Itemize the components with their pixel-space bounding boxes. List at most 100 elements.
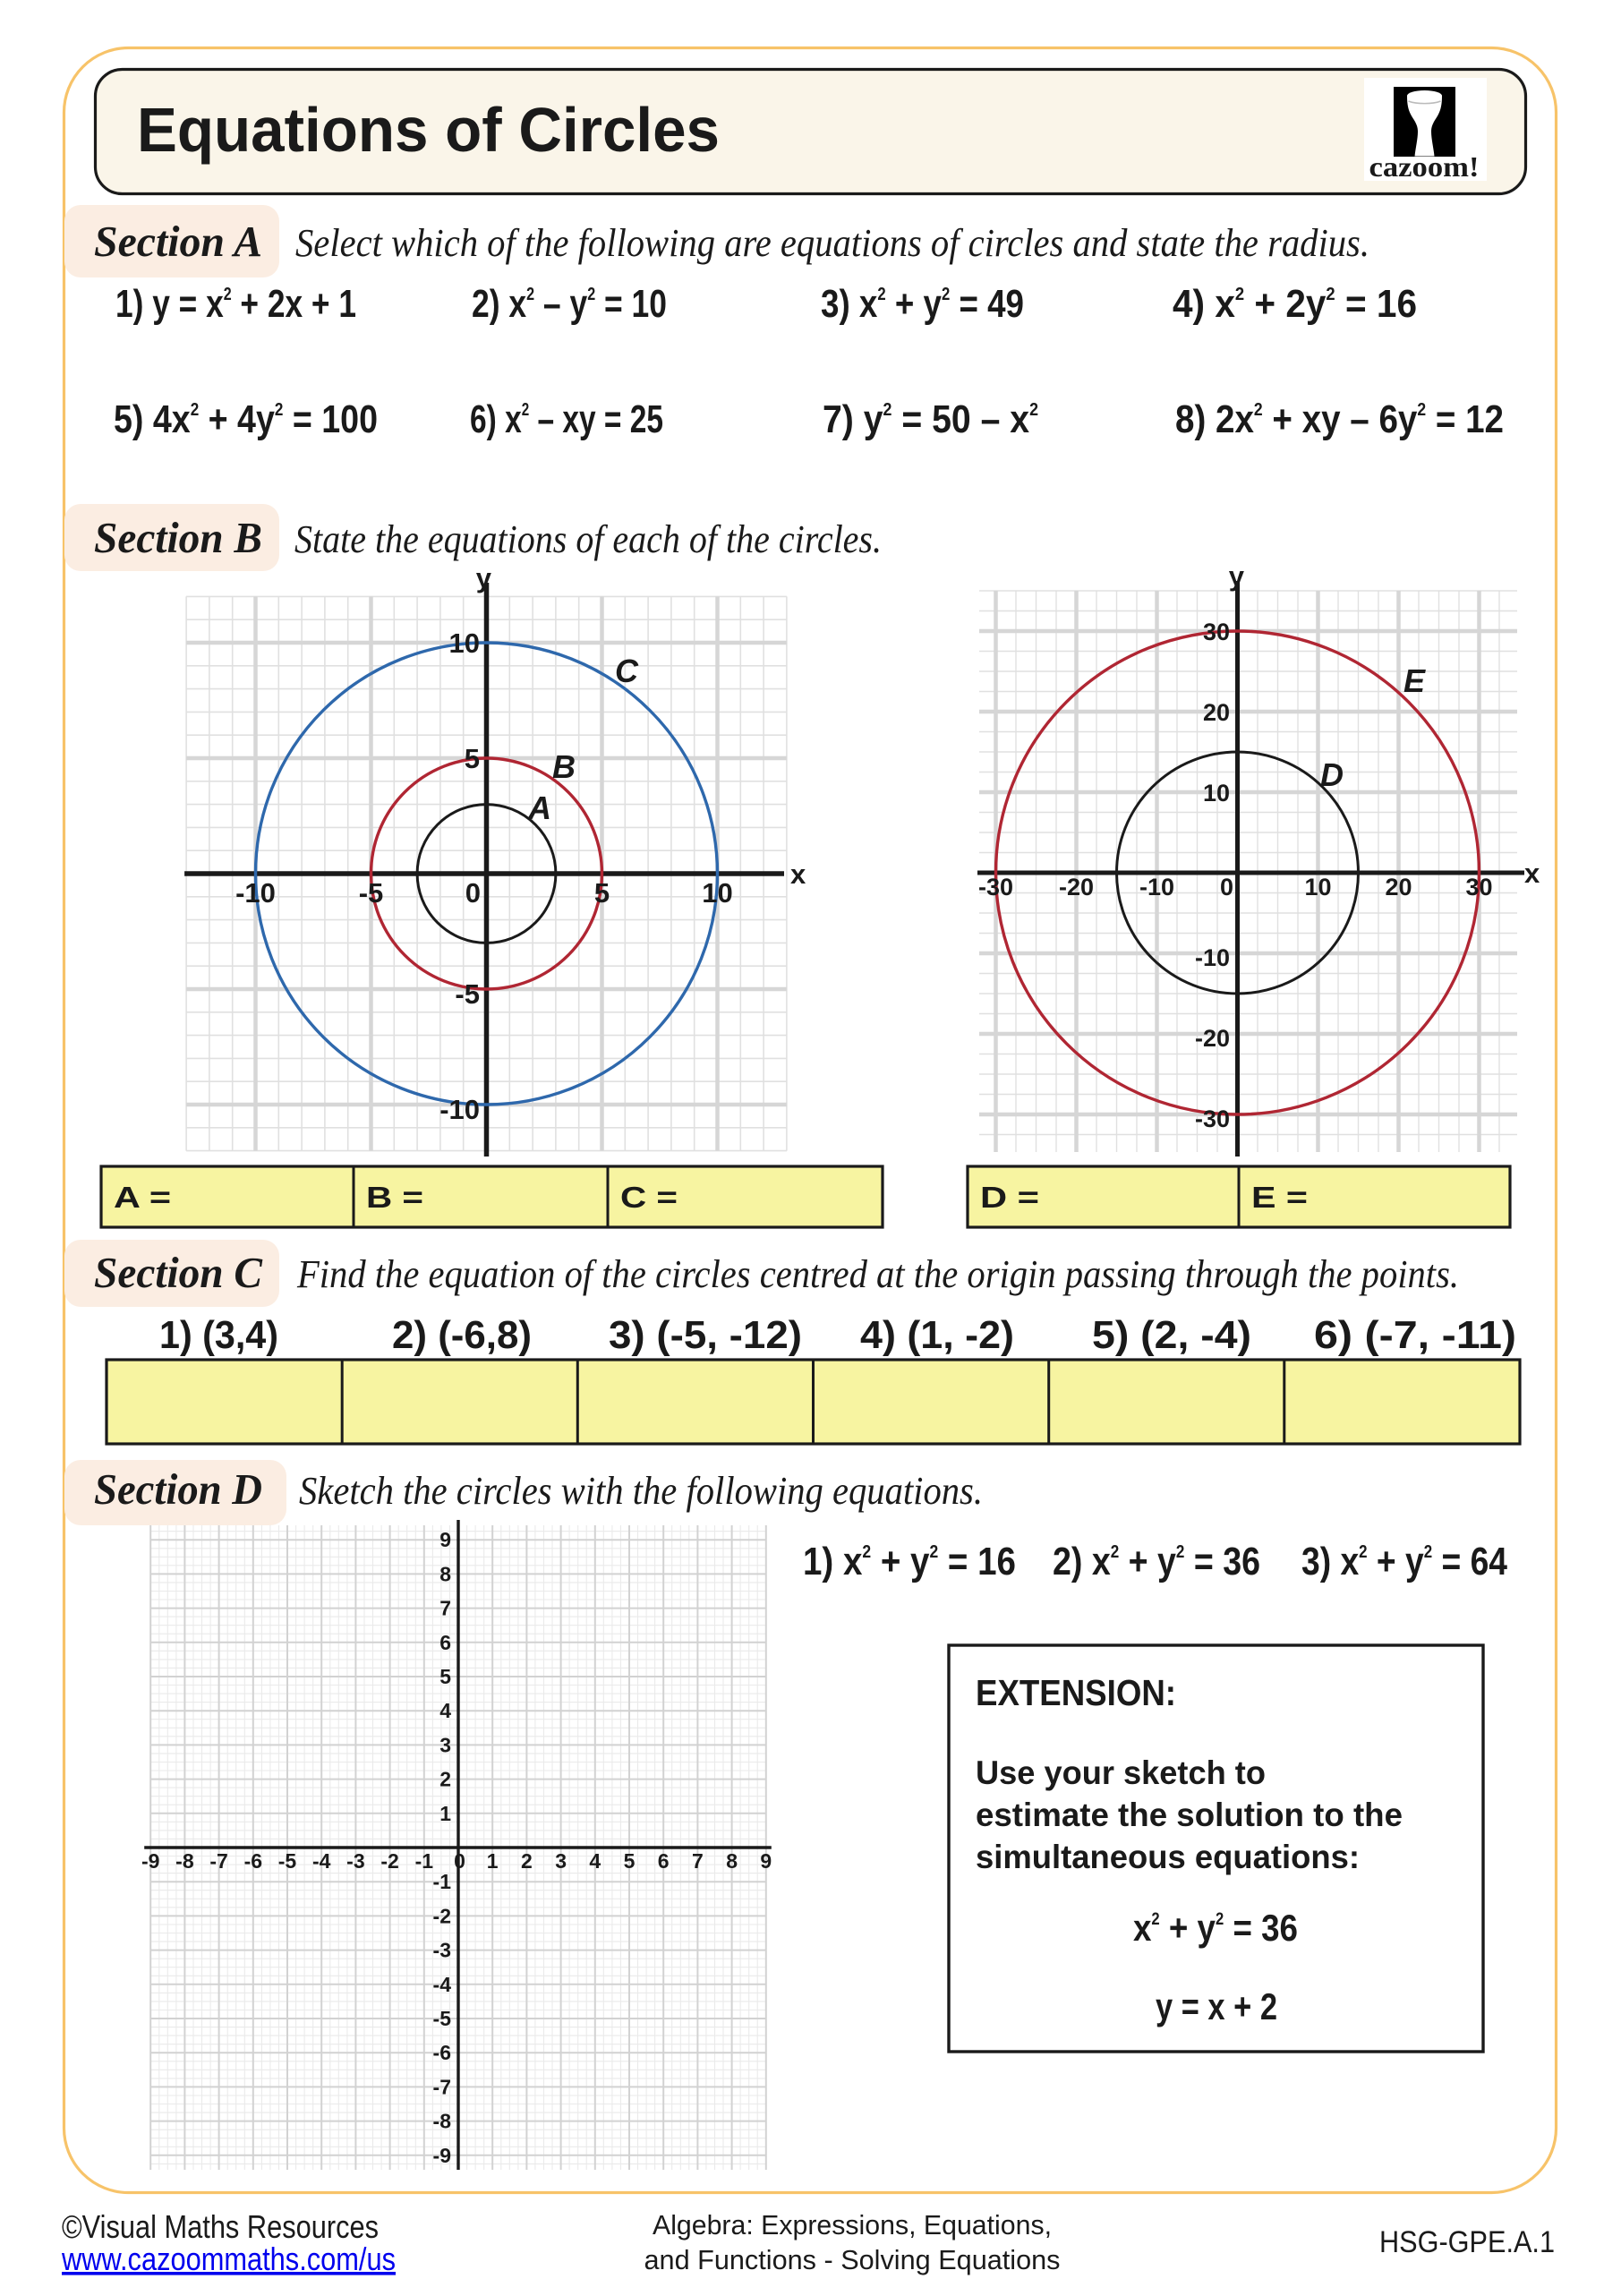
svg-text:x: x: [790, 858, 806, 890]
svg-text:Equations of Circles: Equations of Circles: [137, 95, 720, 165]
svg-text:-10: -10: [1195, 944, 1230, 971]
svg-text:30: 30: [1465, 874, 1492, 900]
svg-text:-4: -4: [312, 1849, 331, 1873]
svg-text:6) (-7, -11): 6) (-7, -11): [1314, 1313, 1516, 1357]
svg-text:1) x2 + y2 = 16: 1) x2 + y2 = 16: [803, 1540, 1016, 1583]
svg-text:0: 0: [465, 877, 481, 909]
svg-text:-8: -8: [175, 1849, 194, 1873]
svg-text:Section A: Section A: [94, 217, 262, 266]
svg-text:B =: B =: [366, 1181, 423, 1214]
svg-text:0: 0: [1220, 874, 1233, 900]
svg-text:8) 2x2 + xy – 6y2 = 12: 8) 2x2 + xy – 6y2 = 12: [1175, 397, 1504, 441]
svg-text:3) x2 + y2 = 49: 3) x2 + y2 = 49: [821, 282, 1024, 326]
svg-text:4) (1, -2): 4) (1, -2): [860, 1313, 1014, 1357]
svg-text:-10: -10: [439, 1094, 480, 1125]
svg-text:Section D: Section D: [94, 1464, 262, 1514]
svg-text:3: 3: [555, 1849, 567, 1873]
svg-text:5: 5: [439, 1665, 451, 1688]
svg-text:C: C: [615, 653, 639, 689]
svg-text:10: 10: [1304, 874, 1331, 900]
svg-text:-5: -5: [278, 1849, 297, 1873]
svg-text:-20: -20: [1195, 1025, 1230, 1052]
svg-text:-6: -6: [433, 2041, 451, 2064]
svg-text:State the equations of each of: State the equations of each of the circl…: [294, 517, 882, 561]
svg-text:©Visual Maths Resources: ©Visual Maths Resources: [62, 2208, 379, 2245]
svg-text:-30: -30: [978, 874, 1013, 900]
svg-text:Select which of the following: Select which of the following are equati…: [295, 221, 1369, 265]
svg-text:30: 30: [1203, 619, 1230, 645]
svg-text:4: 4: [589, 1849, 601, 1873]
svg-text:3: 3: [439, 1733, 451, 1756]
svg-text:5) (2, -4): 5) (2, -4): [1092, 1313, 1251, 1357]
svg-text:Sketch the circles with the fo: Sketch the circles with the following eq…: [299, 1469, 983, 1513]
svg-text:-2: -2: [380, 1849, 398, 1873]
svg-text:10: 10: [1203, 780, 1230, 807]
svg-text:-5: -5: [433, 2007, 452, 2030]
svg-text:20: 20: [1385, 874, 1412, 900]
svg-text:y = x + 2: y = x + 2: [1156, 1985, 1277, 2027]
svg-text:-1: -1: [415, 1849, 434, 1873]
svg-text:-8: -8: [433, 2110, 452, 2133]
svg-text:7: 7: [692, 1849, 704, 1873]
svg-text:www.cazoommaths.com/us: www.cazoommaths.com/us: [61, 2241, 396, 2277]
svg-text:-10: -10: [235, 877, 276, 909]
svg-text:Use your sketch to: Use your sketch to: [976, 1754, 1266, 1791]
svg-text:-2: -2: [433, 1904, 451, 1927]
svg-text:E: E: [1403, 662, 1426, 699]
svg-text:20: 20: [1203, 699, 1230, 726]
svg-text:10: 10: [449, 627, 480, 659]
svg-text:simultaneous equations:: simultaneous equations:: [976, 1839, 1360, 1875]
svg-text:7) y2 = 50 – x2: 7) y2 = 50 – x2: [823, 397, 1038, 441]
svg-text:Section C: Section C: [94, 1248, 263, 1297]
svg-text:10: 10: [702, 877, 732, 909]
svg-text:1: 1: [439, 1802, 451, 1825]
svg-text:-5: -5: [455, 978, 480, 1010]
svg-text:-7: -7: [209, 1849, 227, 1873]
svg-text:4: 4: [439, 1699, 451, 1722]
svg-text:y: y: [1229, 560, 1245, 592]
svg-text:C =: C =: [620, 1181, 678, 1214]
svg-text:A: A: [527, 790, 551, 826]
svg-text:-9: -9: [433, 2144, 451, 2167]
svg-text:8: 8: [726, 1849, 738, 1873]
svg-text:5: 5: [465, 743, 480, 774]
svg-text:1) y = x2 + 2x + 1: 1) y = x2 + 2x + 1: [115, 282, 356, 326]
svg-text:2: 2: [439, 1768, 451, 1791]
svg-text:9: 9: [760, 1849, 772, 1873]
svg-text:7: 7: [439, 1597, 451, 1620]
svg-text:-10: -10: [1139, 874, 1174, 900]
svg-text:-7: -7: [433, 2075, 451, 2098]
svg-text:1: 1: [487, 1849, 499, 1873]
svg-text:-4: -4: [433, 1973, 452, 1996]
svg-text:x2 + y2 = 36: x2 + y2 = 36: [1133, 1907, 1298, 1949]
svg-text:3) (-5, -12): 3) (-5, -12): [609, 1313, 802, 1357]
svg-text:-6: -6: [244, 1849, 262, 1873]
svg-text:9: 9: [439, 1528, 451, 1551]
svg-text:D: D: [1320, 756, 1344, 793]
svg-text:y: y: [476, 562, 492, 593]
svg-text:3) x2 + y2 = 64: 3) x2 + y2 = 64: [1301, 1540, 1507, 1583]
svg-text:Algebra: Expressions, Equation: Algebra: Expressions, Equations,: [653, 2209, 1052, 2241]
svg-text:-1: -1: [433, 1870, 452, 1893]
svg-text:1) (3,4): 1) (3,4): [159, 1313, 278, 1357]
svg-text:x: x: [1524, 858, 1540, 889]
svg-text:-30: -30: [1195, 1105, 1230, 1132]
svg-text:-3: -3: [433, 1939, 451, 1962]
svg-text:2: 2: [521, 1849, 533, 1873]
svg-text:cazoom!: cazoom!: [1369, 150, 1480, 183]
svg-text:Section B: Section B: [94, 513, 262, 562]
svg-text:-20: -20: [1059, 874, 1094, 900]
svg-text:D =: D =: [980, 1181, 1039, 1214]
svg-text:B: B: [552, 748, 576, 785]
svg-text:and Functions - Solving Equati: and Functions - Solving Equations: [644, 2244, 1061, 2275]
svg-text:estimate the solution to the: estimate the solution to the: [976, 1797, 1403, 1833]
svg-text:8: 8: [439, 1562, 451, 1585]
svg-text:-9: -9: [141, 1849, 159, 1873]
svg-text:E =: E =: [1251, 1181, 1308, 1214]
svg-text:EXTENSION:: EXTENSION:: [976, 1672, 1176, 1713]
svg-text:2) x2 – y2 = 10: 2) x2 – y2 = 10: [472, 282, 667, 326]
svg-text:0: 0: [454, 1849, 465, 1873]
svg-text:Find the equation of the circl: Find the equation of the circles centred…: [296, 1252, 1459, 1296]
svg-text:5: 5: [624, 1849, 636, 1873]
svg-text:HSG-GPE.A.1: HSG-GPE.A.1: [1379, 2225, 1555, 2259]
